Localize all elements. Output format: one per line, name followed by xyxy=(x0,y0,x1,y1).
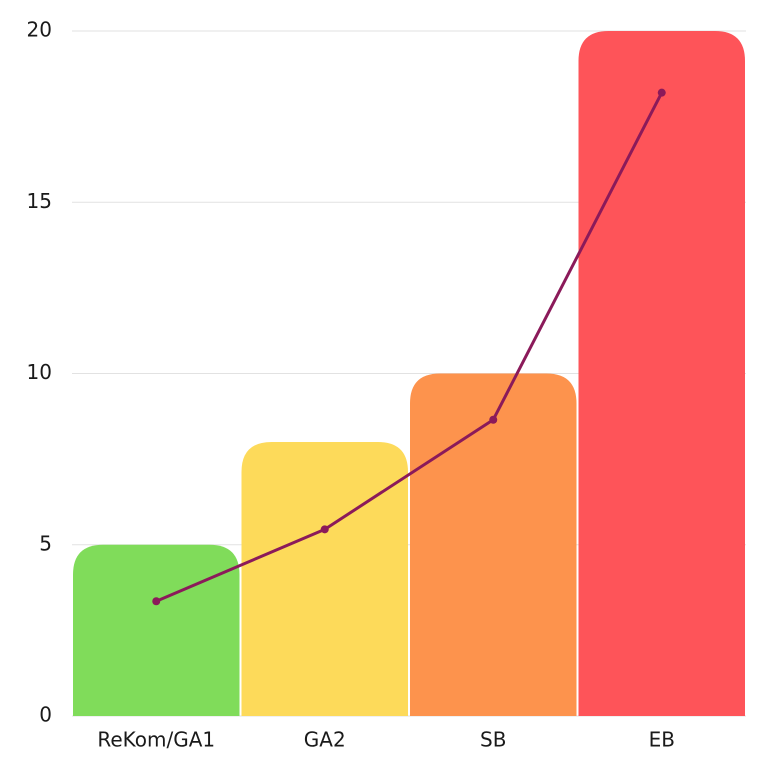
line-point xyxy=(152,597,161,606)
bar xyxy=(241,442,408,716)
line xyxy=(155,91,664,603)
x-tick-label: ReKom/GA1 xyxy=(97,728,215,752)
x-tick-label: EB xyxy=(649,728,675,752)
y-tick-label: 5 xyxy=(39,531,52,555)
y-tick-label: 15 xyxy=(27,189,52,213)
bar xyxy=(73,544,240,716)
y-tick-label: 0 xyxy=(39,703,52,727)
bar xyxy=(578,31,745,716)
y-tick-label: 20 xyxy=(27,18,52,42)
line-point xyxy=(320,525,329,534)
bar xyxy=(410,373,577,716)
x-tick-label: GA2 xyxy=(304,728,346,752)
line-point xyxy=(489,415,498,424)
line-point xyxy=(657,88,666,97)
x-tick-label: SB xyxy=(480,728,506,752)
y-tick-label: 10 xyxy=(27,360,52,384)
